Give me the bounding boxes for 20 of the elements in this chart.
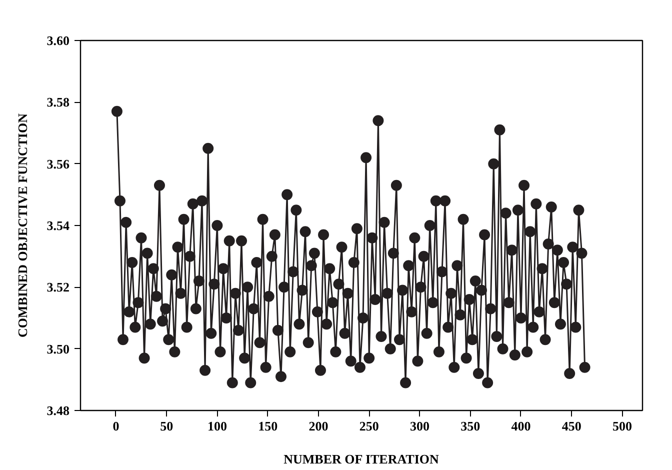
x-tick-label: 250 [359,418,379,434]
y-tick-label: 3.56 [46,156,70,172]
x-tick-label: 400 [511,418,531,434]
y-tick-label: 3.60 [46,33,70,48]
x-tick-label: 350 [460,418,480,434]
x-tick-label: 0 [112,418,120,434]
y-tick-label: 3.52 [46,280,70,295]
y-tick-label: 3.58 [46,94,70,110]
y-tick-label: 3.48 [46,403,70,418]
x-tick-label: 200 [308,418,328,434]
x-tick-label: 150 [258,418,278,434]
x-axis-title: NUMBER OF ITERATION [284,452,440,466]
x-tick-label: 300 [410,418,430,434]
y-tick-label: 3.54 [46,218,70,233]
x-tick-label: 450 [562,418,582,434]
x-tick-label: 500 [612,418,632,434]
y-tick-label: 3.50 [46,341,70,356]
x-tick-label: 50 [160,418,174,434]
y-axis-title: COMBINED OBJECTIVE FUNCTION [14,112,30,338]
x-tick-label: 100 [207,418,227,434]
